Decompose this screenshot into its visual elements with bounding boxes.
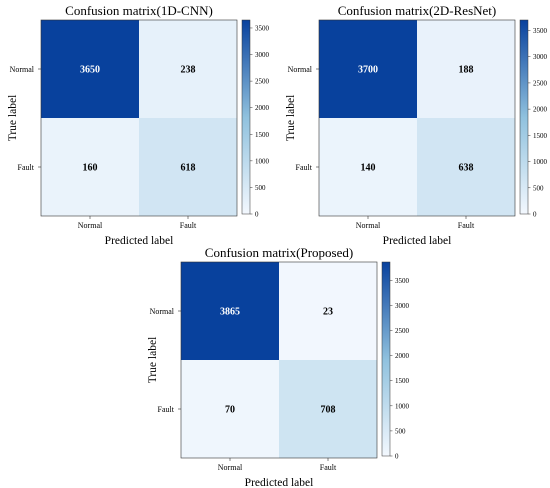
colorbar [241,19,251,215]
colorbar-tick-label: 500 [255,184,266,192]
colorbar-tick-label: 1500 [533,132,548,140]
colorbar-tick-label: 1000 [255,157,270,165]
y-axis-label: True label [285,95,297,142]
confusion-matrix-2: Confusion matrix(2D-ResNet) 3700 188 140 638… [285,3,548,247]
y-tick-label: Normal [10,65,35,74]
matrix-frame [318,19,516,217]
colorbar-tick-label: 3500 [533,27,548,35]
colorbar-tick-label: 0 [395,453,399,461]
matrix-frame [180,261,378,459]
matrix-cell [319,118,417,216]
x-tick-label: Normal [218,463,243,472]
colorbar-tick-label: 3000 [533,53,548,61]
x-tick-label: Normal [78,221,103,230]
colorbar-tick-label: 0 [255,211,259,219]
colorbar-tick-label: 2500 [255,78,270,86]
matrix-cell [181,360,279,458]
confusion-matrix-1: Confusion matrix(1D-CNN) 3650 238 160 618 Nor… [7,3,270,247]
colorbar-tick-label: 2500 [395,327,410,335]
x-tick-label: Fault [458,221,475,230]
y-tick-label: Fault [158,405,175,414]
cell-value: 70 [225,405,235,416]
chart-title: Confusion matrix(2D-ResNet) [338,3,497,18]
matrix-cell [417,20,515,118]
cell-value: 3650 [80,65,100,76]
cell-value: 618 [181,163,196,174]
matrix-frame [40,19,238,217]
x-axis-label: Predicted label [383,235,452,247]
colorbar-tick-label: 3500 [255,24,270,32]
colorbar-tick-label: 500 [395,427,406,435]
y-axis-label: True label [147,337,159,384]
colorbar-tick-label: 2500 [533,79,548,87]
x-axis-label: Predicted label [105,235,174,247]
cell-value: 23 [323,307,333,318]
y-tick-label: Normal [288,65,313,74]
colorbar-tick-label: 1000 [533,158,548,166]
colorbar-tick-label: 3000 [395,302,410,310]
y-axis-label: True label [7,95,19,142]
cell-value: 3700 [358,65,378,76]
matrix-cell [41,118,139,216]
matrix-cell [41,20,139,118]
matrix-cell [181,262,279,360]
matrix-cell [139,20,237,118]
y-tick-label: Normal [150,307,175,316]
chart-title: Confusion matrix(Proposed) [205,245,353,260]
colorbar-tick-label: 0 [533,211,537,219]
y-tick-label: Fault [296,163,313,172]
x-axis-label: Predicted label [245,477,314,488]
matrix-cell [279,262,377,360]
colorbar-tick-label: 1500 [395,377,410,385]
colorbar-tick-label: 3500 [395,277,410,285]
colorbar-tick-label: 1500 [255,131,270,139]
confusion-matrix-3: Confusion matrix(Proposed) 3865 23 70 708 Nor… [147,245,410,488]
colorbar-tick-label: 2000 [255,104,270,112]
cell-value: 638 [459,163,474,174]
cell-value: 188 [459,65,474,76]
matrix-cell [139,118,237,216]
cell-value: 160 [83,163,98,174]
matrix-cell [417,118,515,216]
x-tick-label: Fault [320,463,337,472]
cell-value: 140 [361,163,376,174]
colorbar-tick-label: 1000 [395,402,410,410]
colorbar [381,261,391,457]
cell-value: 238 [181,65,196,76]
x-tick-label: Fault [180,221,197,230]
colorbar-tick-label: 500 [533,184,544,192]
cell-value: 3865 [220,307,240,318]
matrix-cell [279,360,377,458]
colorbar-tick-label: 2000 [395,352,410,360]
colorbar [519,19,529,215]
chart-title: Confusion matrix(1D-CNN) [65,3,213,18]
matrix-cell [319,20,417,118]
y-tick-label: Fault [18,163,35,172]
colorbar-tick-label: 2000 [533,106,548,114]
x-tick-label: Normal [356,221,381,230]
cell-value: 708 [321,405,336,416]
colorbar-tick-label: 3000 [255,51,270,59]
